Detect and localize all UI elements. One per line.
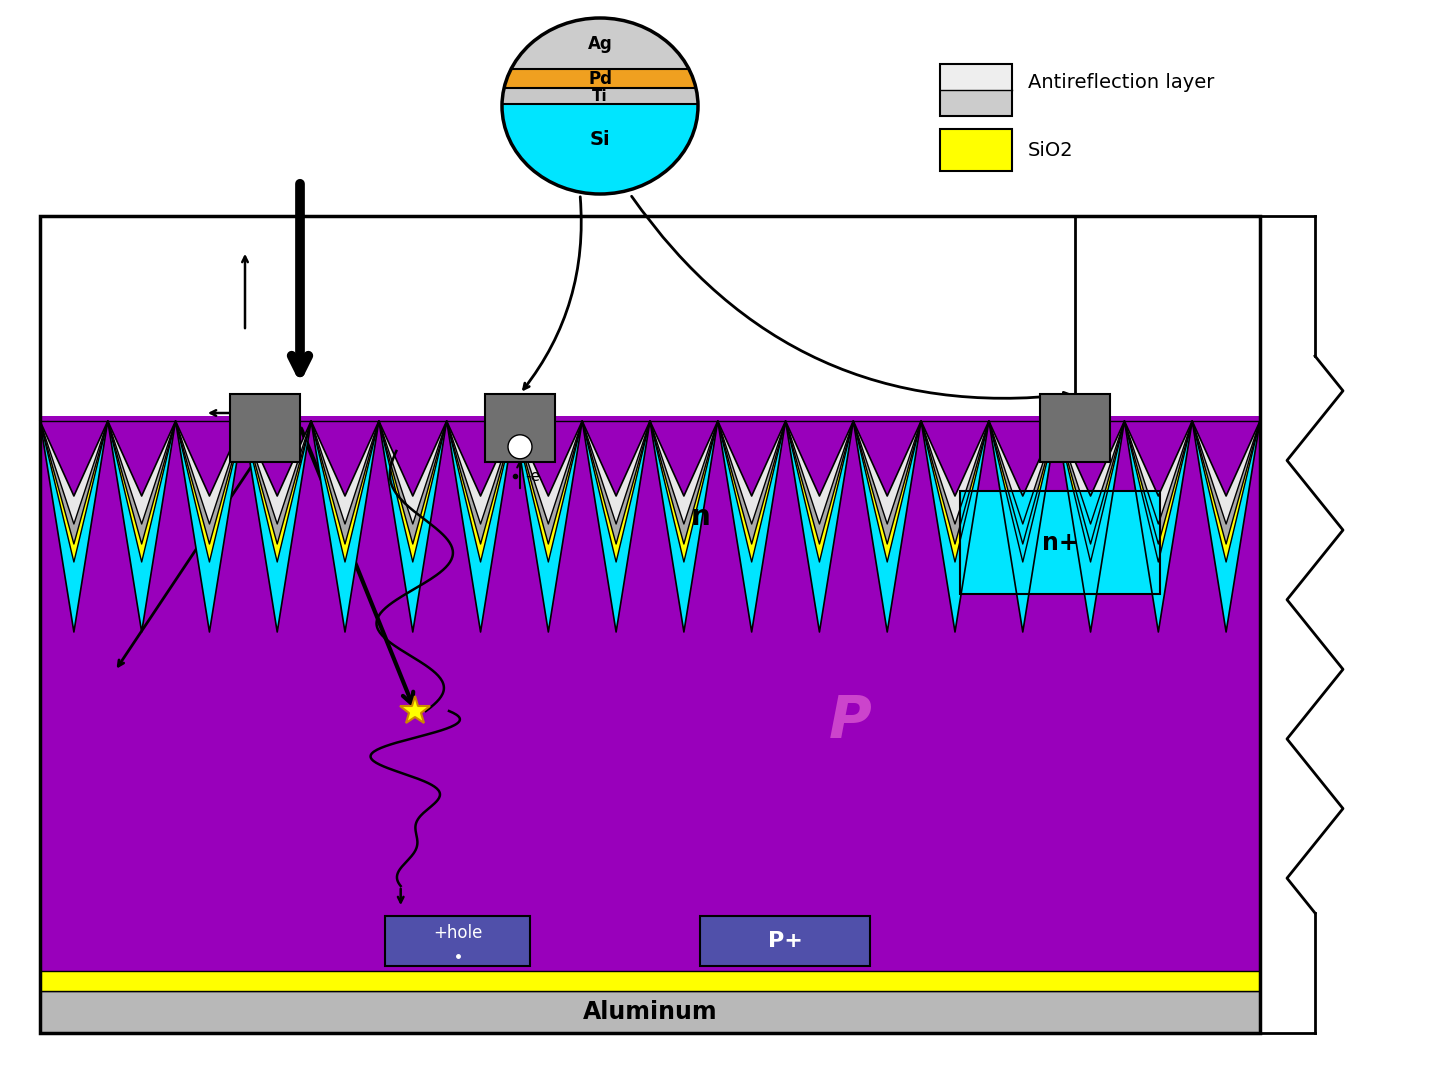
Text: Aluminum: Aluminum [583,1000,717,1024]
Bar [940,129,1012,171]
Polygon shape [40,421,1260,632]
Circle shape [507,435,532,458]
Text: -e: -e [524,468,540,483]
Bar [700,916,870,966]
Bar [384,916,530,966]
Bar [40,991,1260,1034]
Text: Ag: Ag [587,34,613,52]
Bar [484,394,554,462]
Text: Antireflection layer: Antireflection layer [1027,73,1215,92]
Text: n+: n+ [1042,530,1079,555]
Text: P+: P+ [767,931,803,951]
Bar [1040,394,1110,462]
Bar [502,18,697,69]
Text: Si: Si [590,130,610,149]
Bar [502,69,697,89]
Text: SiO2: SiO2 [1027,140,1073,160]
Polygon shape [40,421,1260,544]
Bar [40,416,1260,971]
Bar [230,394,300,462]
Bar [940,64,1012,116]
Bar [940,90,1012,116]
Text: Ti: Ti [592,89,607,104]
Polygon shape [40,421,1260,524]
Bar [502,89,697,104]
Ellipse shape [502,18,697,194]
Bar [960,491,1160,594]
Polygon shape [40,421,1260,562]
Text: +hole: +hole [433,924,482,942]
Bar [940,64,1012,90]
Text: Pd: Pd [587,70,612,88]
Text: n: n [690,503,710,531]
Text: P: P [829,693,872,750]
Bar [40,971,1260,991]
